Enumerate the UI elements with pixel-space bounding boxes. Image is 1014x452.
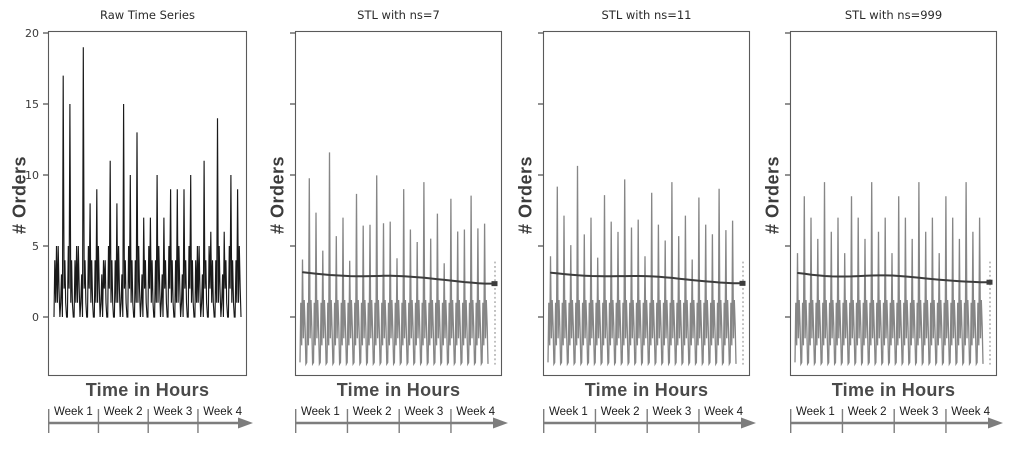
svg-text:10: 10	[25, 169, 39, 182]
plot-area-stl999	[785, 30, 1003, 433]
y-axis-label: # Orders	[515, 155, 536, 235]
x-axis-label: Time in Hours	[85, 380, 210, 400]
week-axis-labels: Week 1 Week 2 Week 3 Week 4	[543, 406, 750, 418]
x-axis-label: Time in Hours	[336, 380, 461, 400]
week-label: Week 4	[456, 406, 496, 418]
chart-title-stl7: STL with ns=7	[357, 8, 440, 22]
y-axis-label: # Orders	[762, 155, 783, 235]
week-label: Week 2	[600, 406, 640, 418]
week-label: Week 3	[899, 406, 939, 418]
plot-area-stl11	[538, 30, 756, 433]
y-axis-label: # Orders	[267, 155, 288, 235]
svg-text:0: 0	[32, 311, 39, 324]
week-label: Week 4	[951, 406, 991, 418]
plot-area-raw: 0 5 10 15 20	[25, 27, 253, 433]
week-label: Week 2	[352, 406, 392, 418]
week-label: Week 4	[203, 406, 243, 418]
svg-text:20: 20	[25, 27, 39, 40]
week-label: Week 1	[301, 406, 340, 418]
plot-area-stl7	[290, 30, 508, 433]
week-label: Week 4	[704, 406, 744, 418]
week-label: Week 3	[404, 406, 444, 418]
week-axis-labels: Week 1 Week 2 Week 3 Week 4	[790, 406, 997, 418]
week-axis-labels: Week 1 Week 2 Week 3 Week 4	[48, 406, 247, 418]
week-label: Week 1	[796, 406, 835, 418]
chart-title-stl11: STL with ns=11	[601, 8, 692, 22]
week-label: Week 2	[847, 406, 887, 418]
svg-text:15: 15	[25, 98, 39, 111]
week-label: Week 3	[652, 406, 692, 418]
week-label: Week 3	[153, 406, 193, 418]
week-label: Week 1	[54, 406, 93, 418]
chart-title-raw: Raw Time Series	[99, 8, 195, 22]
week-label: Week 1	[549, 406, 588, 418]
chart-title-stl999: STL with ns=999	[844, 8, 943, 22]
svg-text:5: 5	[32, 240, 39, 253]
x-axis-label: Time in Hours	[831, 380, 956, 400]
week-axis-labels: Week 1 Week 2 Week 3 Week 4	[295, 406, 502, 418]
week-label: Week 2	[103, 406, 143, 418]
y-axis-label: # Orders	[9, 155, 30, 235]
x-axis-label: Time in Hours	[584, 380, 709, 400]
